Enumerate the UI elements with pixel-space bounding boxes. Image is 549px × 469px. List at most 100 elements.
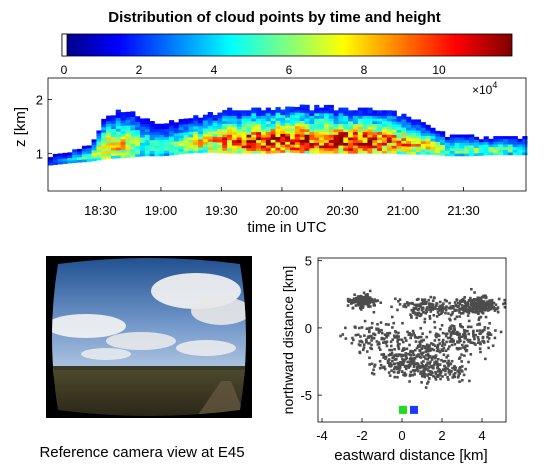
heatmap-cell [159,131,165,135]
heatmap-cell [309,118,315,122]
cloud-point [429,342,433,345]
cloud-point [467,311,471,315]
heatmap-cell [251,137,257,141]
heatmap-cell [338,134,344,138]
heatmap-cell [101,118,107,122]
cloud-point [436,366,439,370]
cloud-point [467,299,471,302]
heatmap-cell [125,117,131,121]
heatmap-cell [154,126,160,130]
cloud-point [429,360,432,364]
heatmap-cell [464,134,470,138]
cloud-point [398,368,401,371]
heatmap-cell [372,134,378,138]
cloud-point [438,305,441,309]
heatmap-cell [159,134,165,138]
heatmap-cell [304,139,310,143]
cloud-point [402,373,405,377]
heatmap-cell [299,115,305,119]
heatmap-cell [401,148,407,152]
cloud-point [473,298,477,301]
heatmap-cell [280,139,286,143]
cloud-point [428,344,431,347]
heatmap-cell [159,137,165,141]
heatmap-cell [352,129,359,133]
heatmap-cell [106,137,112,141]
heatmap-cell [135,143,141,147]
cloud-point [481,311,485,315]
cloud-point [408,331,411,335]
cloud-point [415,316,418,320]
heatmap-cell [169,136,175,140]
heatmap-cell [372,131,378,135]
heatmap-cell [488,144,494,148]
heatmap-cell [101,124,107,128]
cloud-point [427,349,431,353]
cloud-point [393,362,397,366]
heatmap-cell [319,147,325,151]
heatmap-cell [343,118,349,122]
heatmap-cell [265,131,271,135]
heatmap-cell [352,147,359,151]
heatmap-cell [251,131,257,135]
cloud-point [379,321,383,324]
cloud-point [436,307,440,311]
heatmap-cell [333,112,339,116]
cloud-point [461,307,465,311]
heatmap-cell [435,146,441,150]
heatmap-cell [449,139,455,143]
cloud-point [382,341,385,344]
heatmap-cell [328,129,334,133]
heatmap-cell [231,110,238,114]
heatmap-cell [367,145,373,149]
heatmap-cell [251,118,257,122]
heatmap-cell [149,142,155,146]
cloud-point [426,380,430,384]
cloud-point [364,298,368,302]
cloud-point [436,375,440,378]
cloud-point [449,334,453,337]
cloud-point [390,348,394,352]
cloud-point [423,375,427,379]
heatmap-cell [139,142,146,146]
cloud-point [401,349,404,353]
heatmap-cell [343,150,349,154]
heatmap-cell [314,112,320,116]
heatmap-cell [338,123,344,127]
heatmap-cell [52,161,58,165]
heatmap-cell [304,120,310,124]
heatmap-cell [367,112,373,116]
heatmap-cell [77,151,83,155]
station-markers [399,405,418,414]
cloud-point [437,348,440,351]
heatmap-cell [164,126,170,130]
heatmap-cell [217,139,223,143]
heatmap-cell [96,135,102,139]
heatmap-cell [430,133,436,137]
heatmap-cell [212,133,218,137]
cloud-point [358,326,361,330]
heatmap-cell [493,138,499,142]
cloud-point [447,369,451,372]
heatmap-cell [338,121,344,125]
heatmap-cell [367,123,373,127]
cloud-point [424,363,428,367]
heatmap-cell [149,150,155,154]
cloud-point [360,326,364,329]
heatmap-cell [110,131,117,135]
heatmap-cell [149,134,155,138]
heatmap-cell [333,137,339,141]
cloud-point [372,301,376,304]
cloud-point [477,318,481,322]
heatmap-cell [154,142,160,146]
heatmap-cell [285,130,291,134]
cloud-point [440,348,444,351]
cloud-point [497,297,501,301]
heatmap-cell [256,139,262,143]
heatmap-cell [454,142,460,146]
heatmap-cell [362,145,368,149]
heatmap-cell [91,144,97,148]
heatmap-cell [270,139,276,143]
cloud-point [393,336,397,339]
heatmap-cell [338,126,344,130]
